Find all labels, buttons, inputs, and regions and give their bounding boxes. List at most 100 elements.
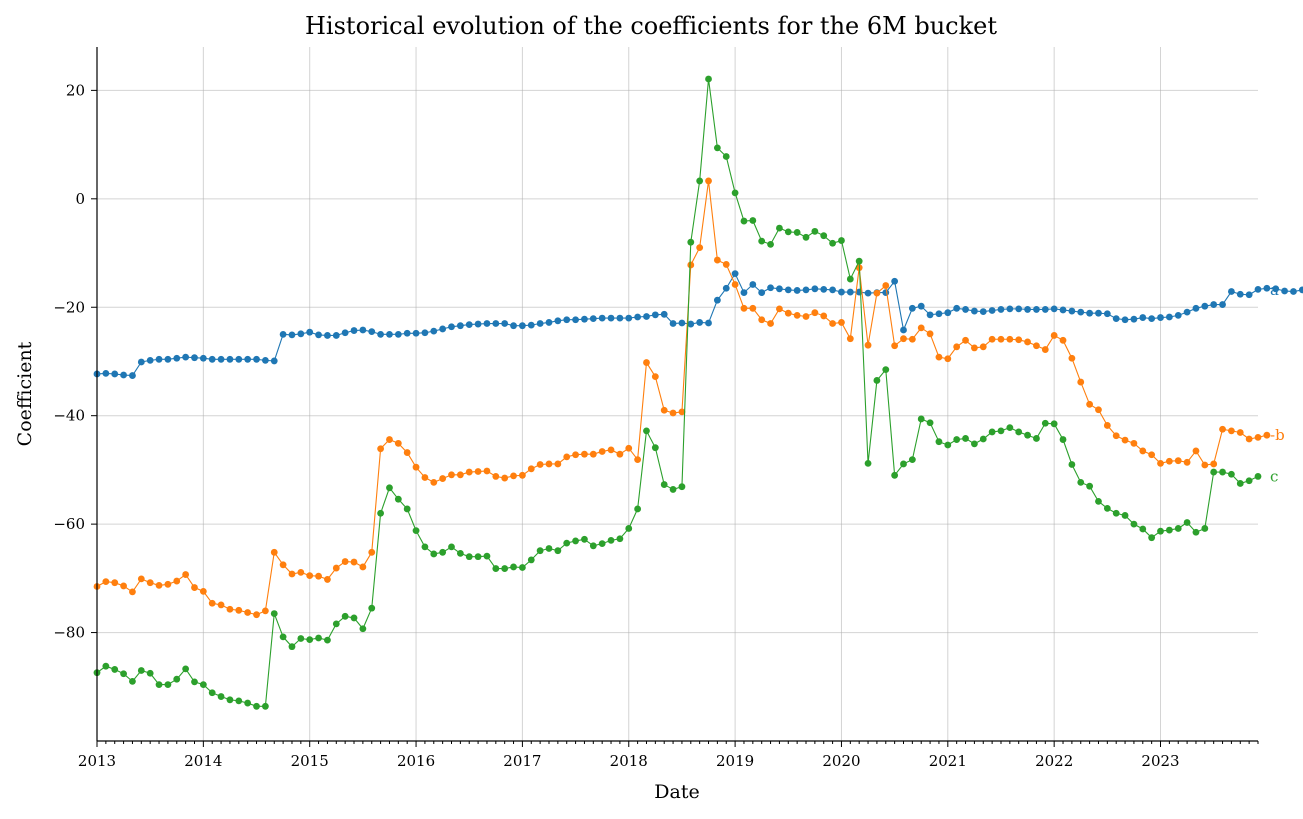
data-point bbox=[394, 330, 402, 338]
data-point bbox=[820, 285, 828, 293]
data-point bbox=[199, 587, 207, 595]
data-point bbox=[412, 463, 420, 471]
data-point bbox=[917, 302, 925, 310]
data-point bbox=[643, 359, 650, 366]
data-point bbox=[1121, 316, 1129, 324]
data-point bbox=[696, 177, 704, 185]
data-point bbox=[120, 582, 127, 590]
data-point bbox=[1059, 336, 1067, 344]
data-point bbox=[660, 481, 668, 488]
data-point bbox=[1183, 308, 1191, 316]
data-point bbox=[1024, 338, 1031, 346]
data-point bbox=[1033, 306, 1040, 313]
data-point bbox=[102, 662, 110, 670]
data-point bbox=[882, 366, 890, 373]
data-point bbox=[173, 354, 181, 362]
data-point bbox=[155, 581, 163, 589]
data-point bbox=[394, 439, 402, 447]
data-point bbox=[270, 610, 278, 617]
data-point bbox=[1236, 480, 1244, 487]
y-tick-label: −60 bbox=[53, 515, 85, 533]
data-point bbox=[722, 153, 730, 160]
data-point bbox=[660, 406, 668, 414]
axes bbox=[96, 47, 1258, 742]
data-point bbox=[598, 314, 606, 322]
data-point bbox=[1245, 291, 1253, 299]
x-tick-label: 2014 bbox=[184, 752, 222, 770]
data-point bbox=[607, 536, 615, 544]
data-point bbox=[1201, 525, 1209, 532]
x-axis-label: Date bbox=[654, 781, 699, 803]
data-point bbox=[908, 304, 916, 312]
data-point bbox=[279, 330, 287, 338]
data-point bbox=[324, 332, 331, 339]
data-point bbox=[279, 561, 287, 569]
chart-title: Historical evolution of the coefficients… bbox=[305, 12, 997, 40]
data-point bbox=[324, 636, 331, 644]
data-point bbox=[208, 599, 216, 607]
data-point bbox=[199, 354, 207, 362]
data-point bbox=[1157, 527, 1164, 535]
data-point bbox=[129, 372, 136, 379]
data-point bbox=[1219, 468, 1226, 476]
data-point bbox=[563, 539, 571, 547]
data-point bbox=[297, 330, 305, 338]
data-point bbox=[953, 343, 961, 351]
data-point bbox=[935, 310, 943, 318]
data-point bbox=[191, 584, 198, 591]
data-point bbox=[678, 319, 686, 327]
data-point bbox=[793, 229, 801, 236]
data-point bbox=[527, 465, 535, 473]
data-point bbox=[164, 580, 172, 588]
data-point bbox=[1130, 520, 1138, 528]
data-point bbox=[572, 316, 579, 324]
data-point bbox=[1130, 439, 1138, 447]
data-point bbox=[634, 313, 642, 321]
data-point bbox=[412, 329, 420, 337]
data-point bbox=[341, 612, 349, 620]
data-point bbox=[926, 419, 934, 427]
data-point bbox=[793, 311, 801, 319]
data-point bbox=[465, 468, 473, 476]
data-point bbox=[536, 320, 544, 327]
data-point bbox=[386, 484, 393, 492]
data-point bbox=[758, 237, 766, 245]
series-labels: a -b c bbox=[1270, 281, 1285, 486]
series-layer bbox=[93, 75, 1303, 710]
data-point bbox=[111, 370, 119, 378]
data-point bbox=[838, 288, 845, 296]
data-point bbox=[1068, 307, 1076, 315]
data-point bbox=[1174, 457, 1182, 465]
data-point bbox=[279, 633, 287, 641]
data-point bbox=[1086, 309, 1094, 317]
data-point bbox=[713, 256, 721, 264]
data-point bbox=[669, 486, 677, 493]
data-point bbox=[253, 611, 260, 619]
data-point bbox=[643, 313, 650, 320]
data-point bbox=[483, 467, 491, 475]
data-point bbox=[465, 321, 473, 328]
data-point bbox=[749, 281, 757, 288]
x-tick-label: 2013 bbox=[78, 752, 116, 770]
data-point bbox=[616, 450, 624, 458]
data-point bbox=[953, 304, 961, 312]
data-point bbox=[687, 320, 695, 328]
data-point bbox=[1112, 509, 1120, 517]
y-tick-label: −80 bbox=[53, 624, 85, 642]
data-point bbox=[1006, 305, 1014, 313]
data-point bbox=[634, 456, 642, 463]
data-point bbox=[492, 473, 500, 480]
data-point bbox=[359, 563, 367, 571]
data-point bbox=[235, 355, 243, 363]
data-point bbox=[288, 331, 296, 339]
data-point bbox=[386, 436, 393, 443]
data-point bbox=[1174, 525, 1182, 532]
data-point bbox=[1139, 525, 1147, 533]
data-point bbox=[1068, 461, 1076, 468]
data-point bbox=[563, 453, 571, 461]
data-point bbox=[1263, 284, 1271, 292]
data-point bbox=[829, 286, 836, 294]
data-point bbox=[598, 448, 606, 455]
data-point bbox=[820, 232, 828, 240]
